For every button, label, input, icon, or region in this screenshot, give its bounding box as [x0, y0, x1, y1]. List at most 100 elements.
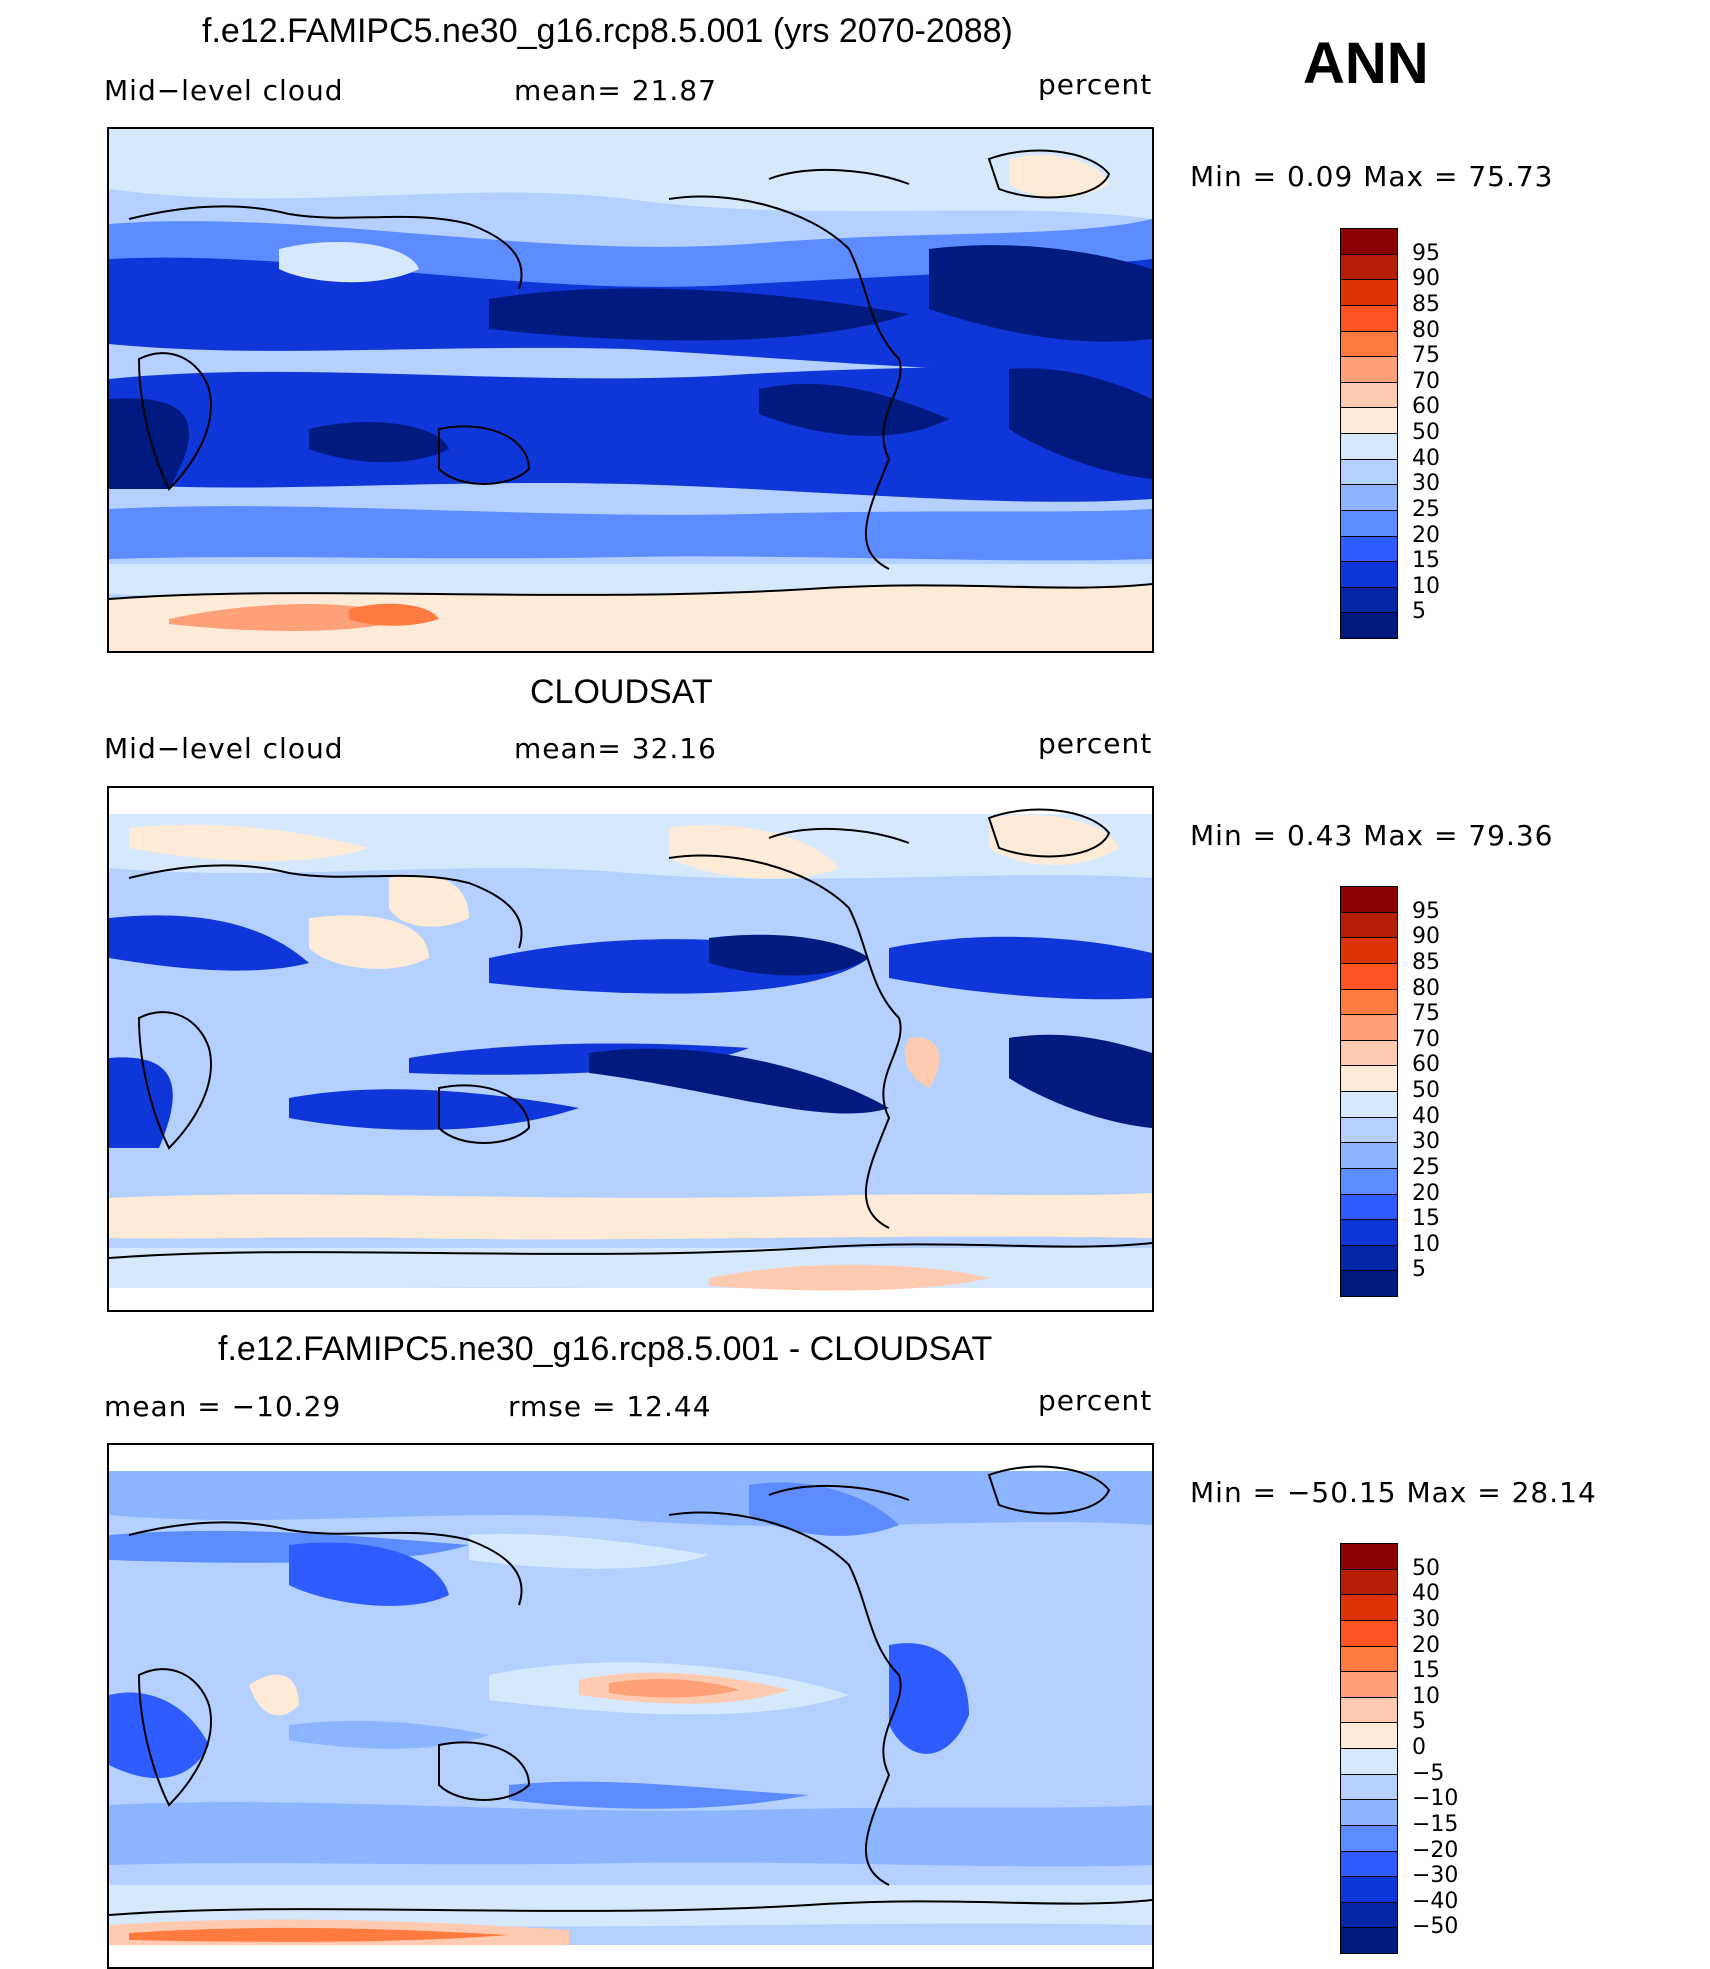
colorbar-tick-label: 10: [1412, 573, 1440, 599]
colorbar-swatch: [1340, 1876, 1398, 1903]
colorbar-tick-label: −50: [1412, 1914, 1459, 1940]
colorbar-swatch: [1340, 1645, 1398, 1673]
panel1-coastlines: [109, 149, 1152, 600]
colorbar-swatch: [1340, 886, 1398, 913]
colorbar-swatch: [1340, 304, 1398, 332]
colorbar-swatch: [1340, 1244, 1398, 1272]
panel3-colorbar: 50 40 30 20 15 10 5 0 −5 −10 −15 −20 −30 −40 −50: [1340, 1543, 1458, 1954]
colorbar-tick-label: 50: [1412, 1555, 1440, 1581]
colorbar-tick-label: 40: [1412, 1103, 1440, 1129]
colorbar-tick-label: 5: [1412, 1709, 1426, 1735]
colorbar-tick-label: −10: [1412, 1786, 1459, 1812]
colorbar-tick-label: −30: [1412, 1863, 1459, 1889]
colorbar-tick-label: −5: [1412, 1760, 1445, 1786]
colorbar-swatch: [1340, 535, 1398, 563]
panel3-title: f.e12.FAMIPC5.ne30_g16.rcp8.5.001 - CLOU…: [218, 1330, 993, 1368]
colorbar-tick-label: 40: [1412, 445, 1440, 471]
panel1-variable-label: Mid−level cloud: [104, 74, 344, 107]
colorbar-tick-label: 20: [1412, 1180, 1440, 1206]
colorbar-swatch: [1340, 484, 1398, 511]
panel2-variable-label: Mid−level cloud: [104, 732, 344, 765]
panel1-contour-field: [109, 129, 1152, 651]
colorbar-tick-label: 85: [1412, 949, 1440, 975]
colorbar-tick-label: 75: [1412, 343, 1440, 369]
colorbar-swatch: [1340, 612, 1398, 639]
colorbar-tick-label: 50: [1412, 1078, 1440, 1103]
colorbar-tick-label: 25: [1412, 496, 1440, 522]
colorbar-tick-label: 60: [1412, 394, 1440, 420]
colorbar-swatch: [1340, 988, 1398, 1016]
colorbar-swatch: [1340, 1219, 1398, 1246]
season-label: ANN: [1303, 31, 1429, 96]
colorbar-swatch: [1340, 330, 1398, 358]
colorbar-swatch: [1340, 458, 1398, 486]
colorbar-tick-label: 5: [1412, 1257, 1426, 1283]
colorbar-swatch: [1340, 1065, 1398, 1092]
panel3-units-label: percent: [1038, 1384, 1153, 1417]
panel2-map: [107, 786, 1154, 1312]
colorbar-swatch: [1340, 356, 1398, 383]
colorbar-tick-label: 90: [1412, 266, 1440, 292]
panel2-coastlines: [109, 808, 1152, 1259]
colorbar-tick-label: 40: [1412, 1581, 1440, 1607]
colorbar-tick-label: −20: [1412, 1837, 1459, 1863]
colorbar-swatch: [1340, 407, 1398, 434]
colorbar-tick-label: 70: [1412, 368, 1440, 394]
colorbar-tick-label: 95: [1412, 240, 1440, 266]
colorbar-tick-label: 30: [1412, 1606, 1440, 1632]
colorbar-swatch: [1340, 937, 1398, 964]
colorbar-swatch: [1340, 1594, 1398, 1621]
panel3-map: [107, 1443, 1154, 1969]
colorbar-swatch: [1340, 1722, 1398, 1749]
panel2-mean-label: mean= 32.16: [514, 732, 717, 765]
colorbar-swatch: [1340, 1568, 1398, 1596]
colorbar-swatch: [1340, 1543, 1398, 1570]
colorbar-tick-label: 80: [1412, 317, 1440, 343]
colorbar-tick-label: −15: [1412, 1811, 1459, 1837]
colorbar-swatch: [1340, 911, 1398, 939]
colorbar-swatch: [1340, 586, 1398, 614]
colorbar-swatch: [1340, 1014, 1398, 1041]
panel3-mean-label: mean = −10.29: [104, 1390, 342, 1423]
colorbar-tick-label: 10: [1412, 1231, 1440, 1257]
colorbar-swatch: [1340, 1799, 1398, 1826]
colorbar-tick-label: 0: [1412, 1735, 1426, 1760]
colorbar-swatch: [1340, 1193, 1398, 1221]
colorbar-swatch: [1340, 1850, 1398, 1878]
colorbar-tick-label: 15: [1412, 1206, 1440, 1232]
panel1-units-label: percent: [1038, 68, 1153, 101]
panel1-colorbar: 95 90 85 80 75 70 60 50 40 30 25 20 15 10 5: [1340, 228, 1440, 639]
colorbar-swatch: [1340, 509, 1398, 537]
colorbar-tick-label: 75: [1412, 1001, 1440, 1027]
colorbar-tick-label: 20: [1412, 522, 1440, 548]
colorbar-tick-label: 70: [1412, 1026, 1440, 1052]
panel1-minmax: Min = 0.09 Max = 75.73: [1190, 160, 1554, 193]
colorbar-tick-label: 20: [1412, 1632, 1440, 1658]
panel2-contour-field: [109, 788, 1152, 1310]
colorbar-tick-label: 90: [1412, 924, 1440, 950]
panel2-title: CLOUDSAT: [530, 673, 713, 711]
colorbar-swatch: [1340, 228, 1398, 255]
colorbar-tick-label: 10: [1412, 1683, 1440, 1709]
panel3-rmse-label: rmse = 12.44: [508, 1390, 712, 1423]
colorbar-swatch: [1340, 1748, 1398, 1775]
colorbar-swatch: [1340, 1270, 1398, 1297]
colorbar-tick-label: 25: [1412, 1154, 1440, 1180]
colorbar-tick-label: 15: [1412, 548, 1440, 574]
colorbar-swatch: [1340, 1619, 1398, 1647]
colorbar-swatch: [1340, 1142, 1398, 1169]
colorbar-swatch: [1340, 962, 1398, 990]
colorbar-swatch: [1340, 561, 1398, 588]
colorbar-swatch: [1340, 1773, 1398, 1801]
panel1-map: [107, 127, 1154, 653]
colorbar-swatch: [1340, 381, 1398, 409]
colorbar-swatch: [1340, 1696, 1398, 1724]
colorbar-swatch: [1340, 1039, 1398, 1067]
panel3-minmax: Min = −50.15 Max = 28.14: [1190, 1476, 1597, 1509]
colorbar-swatch: [1340, 433, 1398, 460]
colorbar-swatch: [1340, 1116, 1398, 1144]
colorbar-tick-label: 50: [1412, 420, 1440, 445]
colorbar-tick-label: 85: [1412, 291, 1440, 317]
colorbar-tick-label: 30: [1412, 1129, 1440, 1155]
panel2-minmax: Min = 0.43 Max = 79.36: [1190, 819, 1554, 852]
